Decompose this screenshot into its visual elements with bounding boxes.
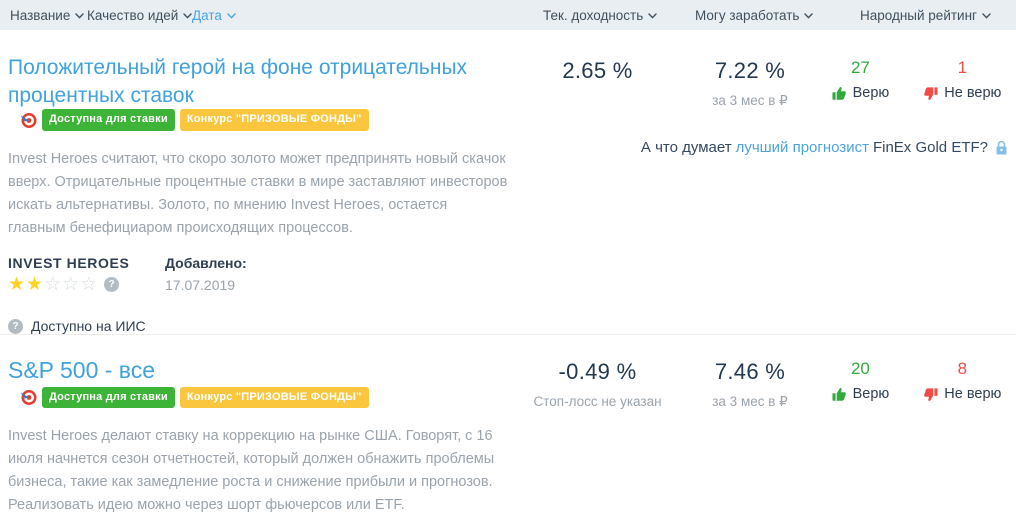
- sort-label: Народный рейтинг: [860, 7, 977, 23]
- star-row: ★ ★ ☆ ☆ ☆: [8, 275, 97, 294]
- believe-label: Верю: [852, 386, 890, 403]
- current-yield: -0.49 % Стоп-лосс не указан: [520, 359, 675, 410]
- bet-available-badge: Доступна для ставки: [42, 386, 175, 409]
- chevron-down-icon: [183, 13, 192, 19]
- chevron-down-icon: [804, 13, 814, 19]
- contest-badge: Конкурс "ПРИЗОВЫЕ ФОНДЫ": [179, 386, 369, 409]
- potential-earn-value: 7.46 %: [714, 359, 786, 385]
- people-rating: 20 Верю 8 Не верю: [825, 359, 1008, 410]
- believe-vote-button[interactable]: 27 Верю: [832, 58, 890, 109]
- disbelieve-label: Не верю: [944, 85, 1002, 101]
- stop-loss-note: Стоп-лосс не указан: [533, 394, 662, 410]
- added-label: Добавлено:: [165, 255, 247, 272]
- bet-available-badge: Доступна для ставки: [42, 109, 175, 131]
- thumb-down-icon: [924, 388, 938, 401]
- sort-label: Тек. доходность: [543, 7, 644, 23]
- help-icon[interactable]: [104, 277, 120, 293]
- disbelieve-vote-button[interactable]: 8 Не верю: [923, 359, 1001, 410]
- sort-by-current-yield[interactable]: Тек. доходность: [543, 0, 657, 30]
- author-row: INVEST HEROES ★★☆☆☆ Добавлено: 17.07.201…: [8, 255, 520, 294]
- chevron-down-icon: [982, 13, 991, 19]
- idea-title-text: S&P 500 - все: [8, 357, 156, 384]
- forecaster-prefix: А что думает: [640, 139, 732, 156]
- chevron-down-icon: [648, 13, 657, 19]
- potential-earn: 7.46 % за 3 мес в ₽: [675, 359, 825, 410]
- sort-by-people-rating[interactable]: Народный рейтинг: [860, 0, 991, 30]
- potential-earn-note: за 3 мес в ₽: [712, 394, 788, 410]
- chevron-down-icon: [75, 13, 85, 19]
- sort-header-bar: Название Качество идей Дата Тек. доходно…: [0, 0, 1016, 30]
- believe-label: Верю: [852, 85, 890, 101]
- believe-count: 27: [850, 58, 870, 77]
- star-icon: ★: [26, 274, 44, 296]
- star-icon: ☆: [44, 274, 62, 296]
- idea-metrics: 2.65 % 7.22 % за 3 мес в ₽ 27 Верю 1: [520, 54, 1008, 334]
- idea-title-link[interactable]: Положительный герой на фоне отрицательны…: [8, 54, 520, 139]
- sort-by-name[interactable]: Название: [10, 0, 85, 30]
- disbelieve-label: Не верю: [944, 386, 1002, 403]
- believe-vote-button[interactable]: 20 Верю: [832, 359, 890, 410]
- author-block: INVEST HEROES ★ ★ ☆ ☆ ☆: [8, 255, 165, 294]
- idea-description: Invest Heroes считают, что скоро золото …: [8, 151, 508, 237]
- thumb-down-icon: [924, 86, 938, 100]
- idea-badges: Доступна для ставки Конкурс "ПРИЗОВЫЕ ФО…: [20, 386, 369, 409]
- iis-label: Доступно на ИИС: [31, 318, 146, 335]
- sort-label: Качество идей: [87, 7, 179, 23]
- idea-metrics: -0.49 % Стоп-лосс не указан 7.46 % за 3 …: [520, 355, 1008, 525]
- sort-label: Дата: [192, 7, 222, 23]
- idea-card: Положительный герой на фоне отрицательны…: [0, 30, 1016, 335]
- potential-earn-value: 7.22 %: [714, 58, 786, 83]
- current-yield-value: 2.65 %: [562, 58, 633, 83]
- thumb-up-icon: [832, 86, 846, 100]
- people-rating: 27 Верю 1 Не верю: [825, 58, 1008, 109]
- idea-description: Invest Heroes делают ставку на коррекцию…: [8, 428, 495, 514]
- lock-icon: [996, 140, 1007, 155]
- sort-by-potential-earn[interactable]: Могу заработать: [695, 0, 814, 30]
- values-row: -0.49 % Стоп-лосс не указан 7.46 % за 3 …: [520, 359, 1008, 410]
- help-icon[interactable]: [8, 318, 23, 334]
- forecaster-line: А что думает лучший прогнозист FinEx Gol…: [520, 139, 1008, 156]
- dartboard-icon: [20, 389, 37, 405]
- sort-label: Могу заработать: [695, 7, 800, 23]
- star-icon: ★: [8, 274, 26, 296]
- sort-label: Название: [10, 7, 71, 23]
- contest-badge: Конкурс "ПРИЗОВЫЕ ФОНДЫ": [179, 109, 369, 131]
- added-date: 17.07.2019: [165, 277, 236, 294]
- dartboard-icon: [20, 112, 37, 128]
- believe-count: 20: [850, 359, 870, 379]
- idea-main: S&P 500 - все Доступна для ставки Конкур…: [8, 355, 520, 525]
- idea-title-link[interactable]: S&P 500 - все Доступна для ставки Конкур…: [8, 355, 520, 416]
- author-name[interactable]: INVEST HEROES: [8, 255, 130, 272]
- best-forecaster-link[interactable]: лучший прогнозист: [735, 139, 869, 156]
- thumb-up-icon: [832, 387, 846, 401]
- star-icon: ☆: [62, 274, 80, 296]
- current-yield-value: -0.49 %: [558, 359, 637, 385]
- sort-by-quality[interactable]: Качество идей: [87, 0, 192, 30]
- chevron-down-icon: [227, 13, 236, 19]
- star-icon: ☆: [80, 274, 98, 296]
- star-rating: ★ ★ ☆ ☆ ☆: [8, 275, 165, 294]
- potential-earn-note: за 3 мес в ₽: [712, 93, 788, 108]
- disbelieve-vote-button[interactable]: 1 Не верю: [923, 58, 1001, 109]
- disbelieve-count: 8: [957, 359, 968, 379]
- values-row: 2.65 % 7.22 % за 3 мес в ₽ 27 Верю 1: [520, 58, 1008, 109]
- disbelieve-count: 1: [957, 58, 968, 77]
- iis-row: Доступно на ИИС: [8, 318, 520, 334]
- sort-by-date[interactable]: Дата: [192, 0, 236, 30]
- forecaster-suffix: FinEx Gold ETF?: [872, 139, 988, 156]
- current-yield: 2.65 %: [520, 58, 675, 109]
- idea-title-text: Положительный герой на фоне отрицательны…: [8, 56, 468, 107]
- idea-main: Положительный герой на фоне отрицательны…: [8, 54, 520, 334]
- potential-earn: 7.22 % за 3 мес в ₽: [675, 58, 825, 109]
- idea-badges: Доступна для ставки Конкурс "ПРИЗОВЫЕ ФО…: [20, 109, 369, 131]
- idea-card: S&P 500 - все Доступна для ставки Конкур…: [0, 334, 1016, 525]
- added-block: Добавлено: 17.07.2019: [165, 255, 247, 294]
